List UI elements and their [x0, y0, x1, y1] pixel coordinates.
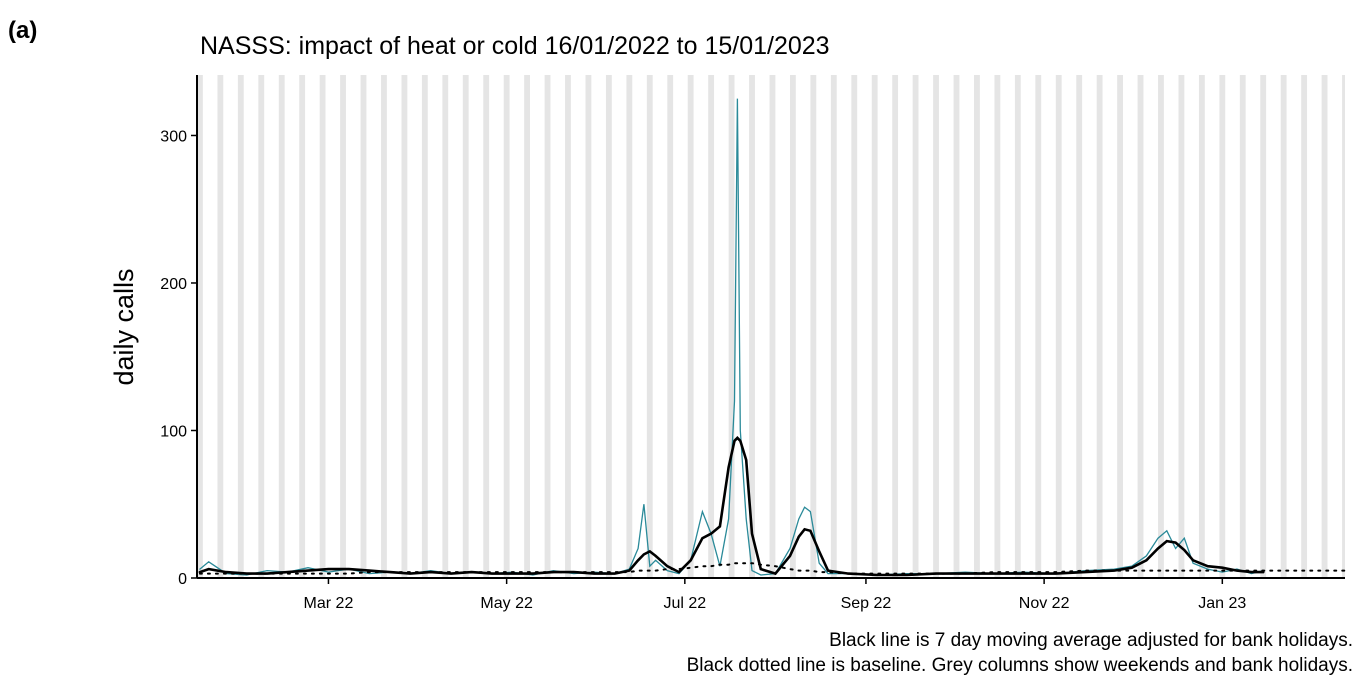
weekend-column — [278, 75, 285, 578]
weekend-column — [237, 75, 244, 578]
weekend-column — [565, 75, 571, 578]
weekend-column — [319, 75, 326, 578]
weekend-column — [626, 75, 633, 578]
y-axis-label: daily calls — [109, 268, 139, 385]
weekend-column — [851, 75, 858, 578]
note: Black dotted line is baseline. Grey colu… — [687, 655, 1353, 676]
weekend-column — [871, 75, 878, 578]
weekend-column — [401, 75, 408, 578]
weekend-column — [1035, 75, 1042, 578]
weekend-column — [605, 75, 612, 578]
weekend-column — [258, 75, 265, 578]
weekend-column — [646, 75, 653, 578]
weekend-column — [585, 75, 592, 578]
weekend-column — [503, 75, 510, 578]
weekend-column — [708, 75, 715, 578]
series-line — [198, 562, 1346, 575]
panel-label: (a) — [8, 17, 37, 44]
x-tick-label: Sep 22 — [841, 595, 892, 612]
weekend-column — [728, 75, 735, 578]
weekend-column — [421, 75, 428, 578]
note: Black line is 7 day moving average adjus… — [829, 630, 1353, 651]
weekend-column — [197, 75, 203, 578]
weekend-column — [340, 75, 346, 578]
weekend-column — [769, 75, 776, 578]
x-tick-label: May 22 — [480, 595, 533, 612]
weekend-column — [994, 75, 1001, 578]
weekend-column — [1280, 75, 1287, 578]
weekend-column — [892, 75, 899, 578]
weekend-column — [544, 75, 551, 578]
weekend-column — [1055, 75, 1062, 578]
weekend-column — [1137, 75, 1144, 578]
weekend-column — [974, 75, 980, 578]
y-tick-label: 0 — [178, 571, 187, 588]
weekend-column — [1014, 75, 1021, 578]
weekend-column — [1178, 75, 1185, 578]
chart-title: NASSS: impact of heat or cold 16/01/2022… — [200, 32, 830, 60]
weekend-column — [524, 75, 531, 578]
weekend-column — [1301, 75, 1308, 578]
weekend-column — [933, 75, 939, 578]
weekend-column — [1076, 75, 1083, 578]
weekend-column — [667, 75, 674, 578]
weekend-column — [462, 75, 469, 578]
weekend-column — [789, 75, 796, 578]
weekend-column — [830, 75, 837, 578]
weekend-column — [810, 75, 817, 578]
y-tick-label: 100 — [160, 423, 187, 440]
weekend-column — [442, 75, 449, 578]
x-tick-label: Nov 22 — [1019, 595, 1070, 612]
weekend-column — [1342, 75, 1345, 578]
y-tick-label: 200 — [160, 276, 187, 293]
x-tick-label: Mar 22 — [304, 595, 354, 612]
weekend-column — [1158, 75, 1164, 578]
weekend-column — [687, 75, 694, 578]
x-tick-label: Jan 23 — [1198, 595, 1246, 612]
weekend-column — [299, 75, 306, 578]
weekend-column — [217, 75, 224, 578]
y-tick-label: 300 — [160, 128, 187, 145]
weekend-column — [912, 75, 919, 578]
weekend-column — [749, 75, 755, 578]
weekend-column — [483, 75, 490, 578]
weekend-column — [1260, 75, 1267, 578]
x-tick-label: Jul 22 — [663, 595, 706, 612]
weekend-column — [1096, 75, 1103, 578]
weekend-column — [381, 75, 387, 578]
weekend-column — [1239, 75, 1246, 578]
weekend-column — [1198, 75, 1205, 578]
weekend-column — [953, 75, 960, 578]
weekend-column — [1219, 75, 1226, 578]
weekend-column — [360, 75, 367, 578]
weekend-column — [1117, 75, 1123, 578]
weekend-column — [1321, 75, 1328, 578]
